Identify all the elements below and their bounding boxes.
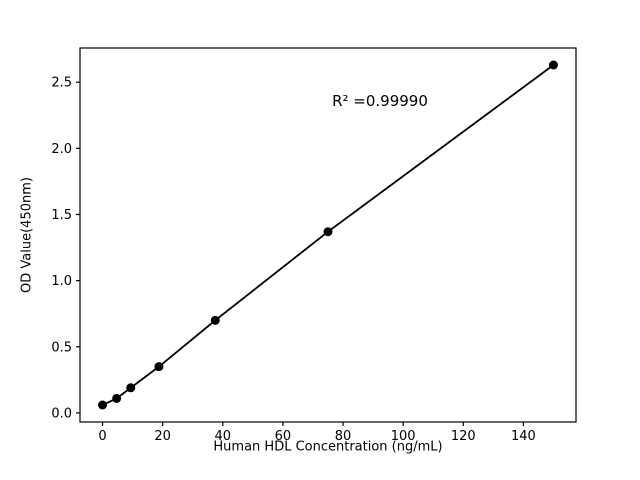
svg-text:40: 40 (215, 429, 232, 444)
svg-text:100: 100 (391, 429, 416, 444)
x-axis-label: Human HDL Concentration (ng/mL) (213, 439, 443, 455)
svg-text:0: 0 (98, 429, 106, 444)
svg-text:0.5: 0.5 (51, 340, 72, 355)
svg-text:80: 80 (335, 429, 352, 444)
r-squared-annotation: R² =0.99990 (332, 92, 428, 110)
svg-text:1.5: 1.5 (51, 208, 72, 223)
svg-text:20: 20 (154, 429, 171, 444)
svg-text:0.0: 0.0 (51, 406, 72, 421)
svg-text:2.0: 2.0 (51, 142, 72, 157)
svg-text:140: 140 (511, 429, 536, 444)
y-axis-label: OD Value(450nm) (19, 177, 35, 293)
svg-text:2.5: 2.5 (51, 76, 72, 91)
svg-text:1.0: 1.0 (51, 274, 72, 289)
svg-text:120: 120 (451, 429, 476, 444)
svg-text:60: 60 (275, 429, 292, 444)
